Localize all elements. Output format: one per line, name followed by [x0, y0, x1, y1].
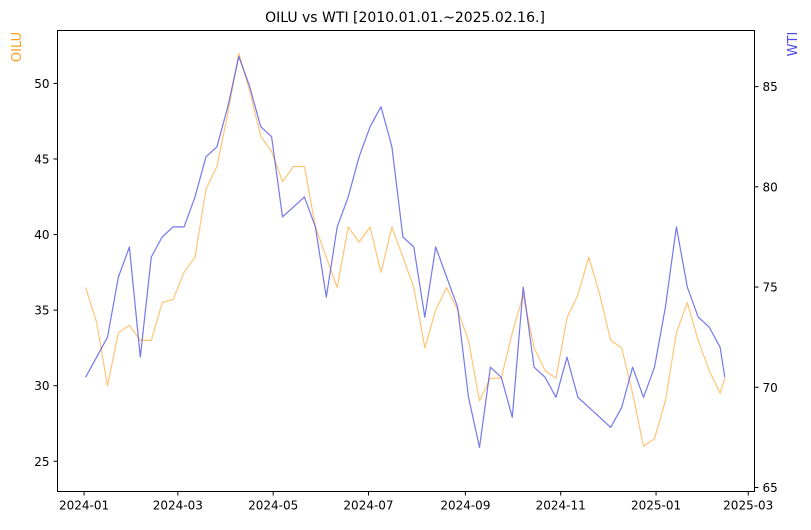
x-tick-label: 2024-11 [536, 499, 586, 513]
x-tick-label: 2024-01 [59, 499, 109, 513]
y-left-tick-label: 25 [34, 455, 49, 469]
x-tick-label: 2024-09 [440, 499, 490, 513]
y-right-tick-label: 75 [763, 281, 778, 295]
plot-frame [57, 30, 755, 492]
series-line-wti [85, 55, 726, 448]
y-right-tick-label: 85 [763, 80, 778, 94]
x-tick-label: 2024-07 [343, 499, 393, 513]
right-axis-label: WTI [786, 32, 801, 57]
left-axis-label: OILU [10, 32, 25, 62]
y-right-tick-label: 70 [763, 381, 778, 395]
y-left-tick-label: 35 [34, 304, 49, 318]
series-line-oilu [85, 52, 726, 447]
x-tick-label: 2025-01 [631, 499, 681, 513]
y-left-tick-label: 30 [34, 379, 49, 393]
x-tick-label: 2024-05 [248, 499, 298, 513]
x-tick-label: 2025-03 [723, 499, 773, 513]
y-left-tick-label: 50 [34, 77, 49, 91]
y-right-tick-label: 80 [763, 180, 778, 194]
y-left-tick-label: 45 [34, 152, 49, 166]
chart-title: OILU vs WTI [2010.01.01.~2025.02.16.] [265, 10, 545, 26]
axes-layer: 25 30 35 40 45 50 65 70 75 80 85 2024-01 2024-03 2024… [34, 77, 778, 513]
series-layer [85, 52, 726, 448]
x-tick-label: 2024-03 [153, 499, 203, 513]
y-right-tick-label: 65 [763, 481, 778, 495]
y-left-tick-label: 40 [34, 228, 49, 242]
